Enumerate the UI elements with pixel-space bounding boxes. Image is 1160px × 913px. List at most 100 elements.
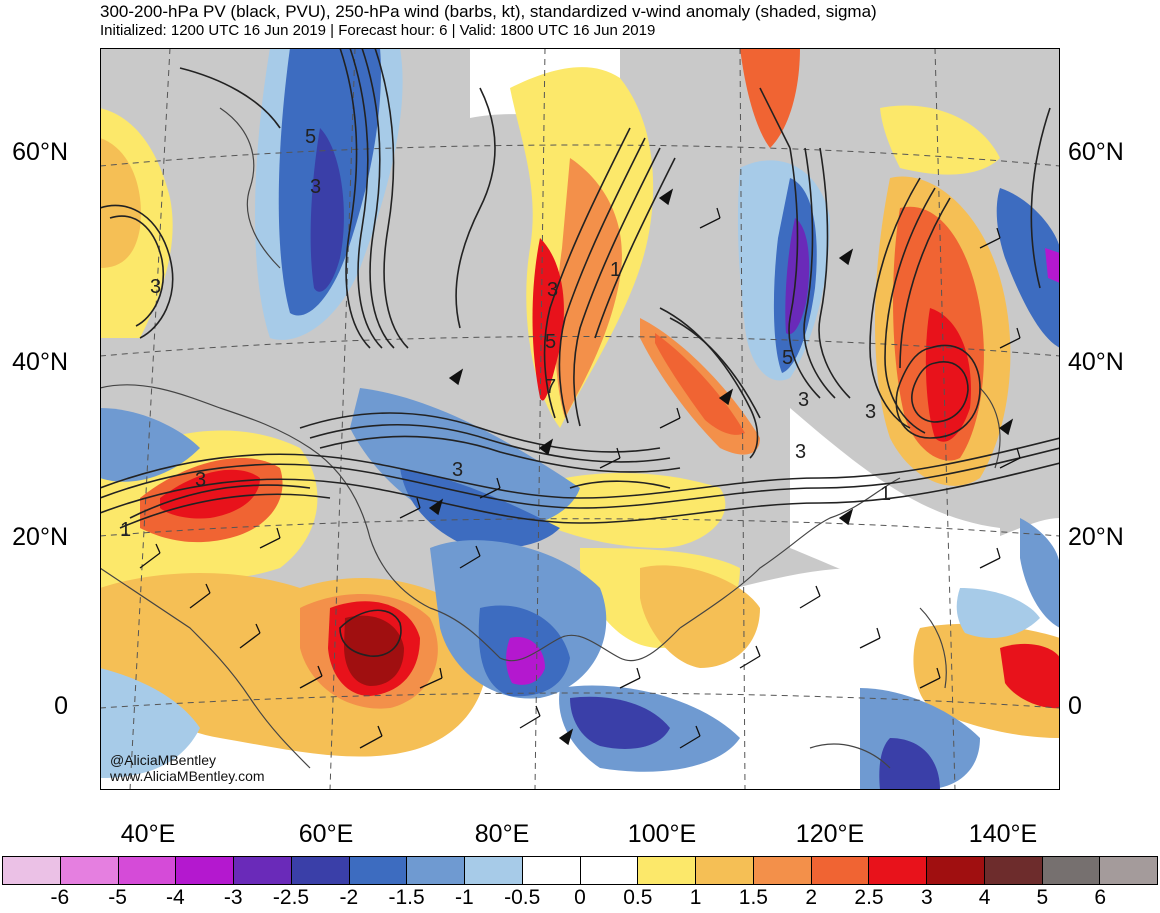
colorbar-label: -2 bbox=[339, 886, 359, 909]
pv-contour-label: 3 bbox=[310, 176, 321, 198]
lat-label-right: 20°N bbox=[1068, 523, 1124, 551]
colorbar-swatch bbox=[407, 857, 465, 884]
colorbar-swatch bbox=[118, 857, 177, 884]
colorbar-label: 2 bbox=[805, 886, 818, 909]
pv-contour-label: 3 bbox=[865, 401, 876, 423]
colorbar-label: 2.5 bbox=[854, 886, 884, 909]
lon-label: 60°E bbox=[298, 820, 354, 848]
pv-contour-label: 5 bbox=[545, 331, 556, 353]
pv-contour-label: 3 bbox=[798, 389, 809, 411]
map-subtitle: Initialized: 1200 UTC 16 Jun 2019 | Fore… bbox=[100, 22, 656, 39]
colorbar-swatch bbox=[176, 857, 234, 884]
colorbar-swatch bbox=[869, 857, 927, 884]
colorbar-label: -6 bbox=[50, 886, 70, 909]
colorbar-swatch bbox=[638, 857, 696, 884]
positive-anomaly-region bbox=[640, 565, 760, 668]
colorbar-label: -0.5 bbox=[504, 886, 541, 909]
colorbar-swatch bbox=[349, 857, 408, 884]
colorbar-label: 1.5 bbox=[738, 886, 768, 909]
pv-contour-label: 1 bbox=[610, 259, 621, 281]
map-canvas: 5 3 3 1 3 5 7 5 3 3 3 1 3 1 3 bbox=[100, 48, 1060, 790]
negative-anomaly-region bbox=[100, 408, 200, 482]
lat-label-left: 0 bbox=[54, 692, 68, 720]
pv-contour-label: 3 bbox=[195, 469, 206, 491]
negative-anomaly-region bbox=[1045, 248, 1060, 283]
colorbar-label: 4 bbox=[978, 886, 991, 909]
pv-contour-label: 3 bbox=[452, 459, 463, 481]
colorbar-label: 1 bbox=[689, 886, 702, 909]
colorbar bbox=[2, 856, 1158, 885]
pv-contour-label: 3 bbox=[795, 441, 806, 463]
positive-anomaly-region bbox=[555, 158, 622, 418]
negative-anomaly-region bbox=[100, 668, 200, 778]
positive-anomaly-region bbox=[1000, 643, 1060, 709]
pv-contour-label: 3 bbox=[547, 279, 558, 301]
colorbar-label: 0 bbox=[574, 886, 586, 909]
lat-label-left: 60°N bbox=[12, 138, 68, 166]
colorbar-label: 5 bbox=[1036, 886, 1049, 909]
colorbar-swatch bbox=[984, 857, 1043, 884]
colorbar-label: -4 bbox=[166, 886, 185, 909]
wind-barbs bbox=[139, 188, 1021, 749]
colorbar-label: 0.5 bbox=[623, 886, 653, 909]
colorbar-label: -1.5 bbox=[388, 886, 425, 909]
colorbar-swatch bbox=[3, 857, 61, 884]
colorbar-label: -5 bbox=[108, 886, 127, 909]
map-frame bbox=[100, 48, 1060, 790]
positive-anomaly-region bbox=[925, 308, 971, 442]
positive-anomaly-region bbox=[740, 48, 800, 148]
lat-label-right: 0 bbox=[1068, 692, 1082, 720]
lat-label-right: 40°N bbox=[1068, 348, 1124, 376]
lat-label-left: 20°N bbox=[12, 523, 68, 551]
positive-anomaly-region bbox=[880, 105, 1000, 175]
colorbar-swatch bbox=[1100, 857, 1157, 884]
colorbar-swatch bbox=[60, 857, 119, 884]
colorbar-swatch bbox=[1042, 857, 1101, 884]
colorbar-label: 3 bbox=[920, 886, 933, 909]
pv-contour-label: 3 bbox=[150, 276, 161, 298]
lon-label: 80°E bbox=[474, 820, 530, 848]
pv-contours bbox=[100, 48, 1060, 657]
colorbar-label: -3 bbox=[223, 886, 243, 909]
lat-label-left: 40°N bbox=[12, 348, 68, 376]
map-panel: 5 3 3 1 3 5 7 5 3 3 3 1 3 1 3 bbox=[100, 48, 1060, 790]
map-title: 300-200-hPa PV (black, PVU), 250-hPa win… bbox=[100, 2, 877, 21]
neutral-field bbox=[790, 408, 1000, 608]
colorbar-swatch bbox=[522, 857, 581, 884]
negative-anomaly-region bbox=[879, 738, 940, 790]
positive-anomaly-region bbox=[530, 473, 726, 548]
colorbar-label: 6 bbox=[1094, 886, 1107, 909]
lon-label: 120°E bbox=[795, 820, 865, 848]
colorbar-swatch bbox=[811, 857, 870, 884]
negative-anomaly-region bbox=[506, 637, 545, 685]
pv-contour-label: 5 bbox=[305, 126, 316, 148]
colorbar-swatch bbox=[465, 857, 523, 884]
negative-anomaly-region bbox=[956, 588, 1040, 638]
credit-handle: @AliciaMBentley bbox=[110, 752, 217, 768]
colorbar-label: -1 bbox=[455, 886, 474, 909]
colorbar-swatch bbox=[927, 857, 985, 884]
coastlines bbox=[100, 107, 1001, 769]
negative-anomaly-region bbox=[785, 218, 810, 335]
colorbar-swatch bbox=[753, 857, 812, 884]
pv-contour-label: 1 bbox=[880, 483, 891, 505]
lon-label: 100°E bbox=[627, 820, 697, 848]
negative-anomaly-region bbox=[996, 188, 1060, 348]
lon-label: 140°E bbox=[968, 820, 1038, 848]
pv-contour-label: 1 bbox=[120, 519, 131, 541]
colorbar-swatch bbox=[696, 857, 754, 884]
lat-label-right: 60°N bbox=[1068, 138, 1124, 166]
negative-anomaly-region bbox=[1020, 518, 1060, 628]
graticule bbox=[100, 48, 1060, 790]
colorbar-label: -2.5 bbox=[272, 886, 310, 909]
colorbar-swatch bbox=[580, 857, 639, 884]
pv-labels: 5 3 3 1 3 5 7 5 3 3 3 1 3 1 3 bbox=[120, 126, 891, 541]
credit-url: www.AliciaMBentley.com bbox=[110, 768, 265, 784]
negative-anomaly-region bbox=[570, 696, 670, 749]
colorbar-swatch bbox=[234, 857, 292, 884]
negative-anomaly-region bbox=[310, 128, 344, 292]
positive-anomaly-region bbox=[100, 138, 141, 268]
positive-anomaly-region bbox=[655, 333, 745, 435]
pv-contour-label: 5 bbox=[782, 347, 793, 369]
pv-contour-label: 7 bbox=[545, 376, 556, 398]
